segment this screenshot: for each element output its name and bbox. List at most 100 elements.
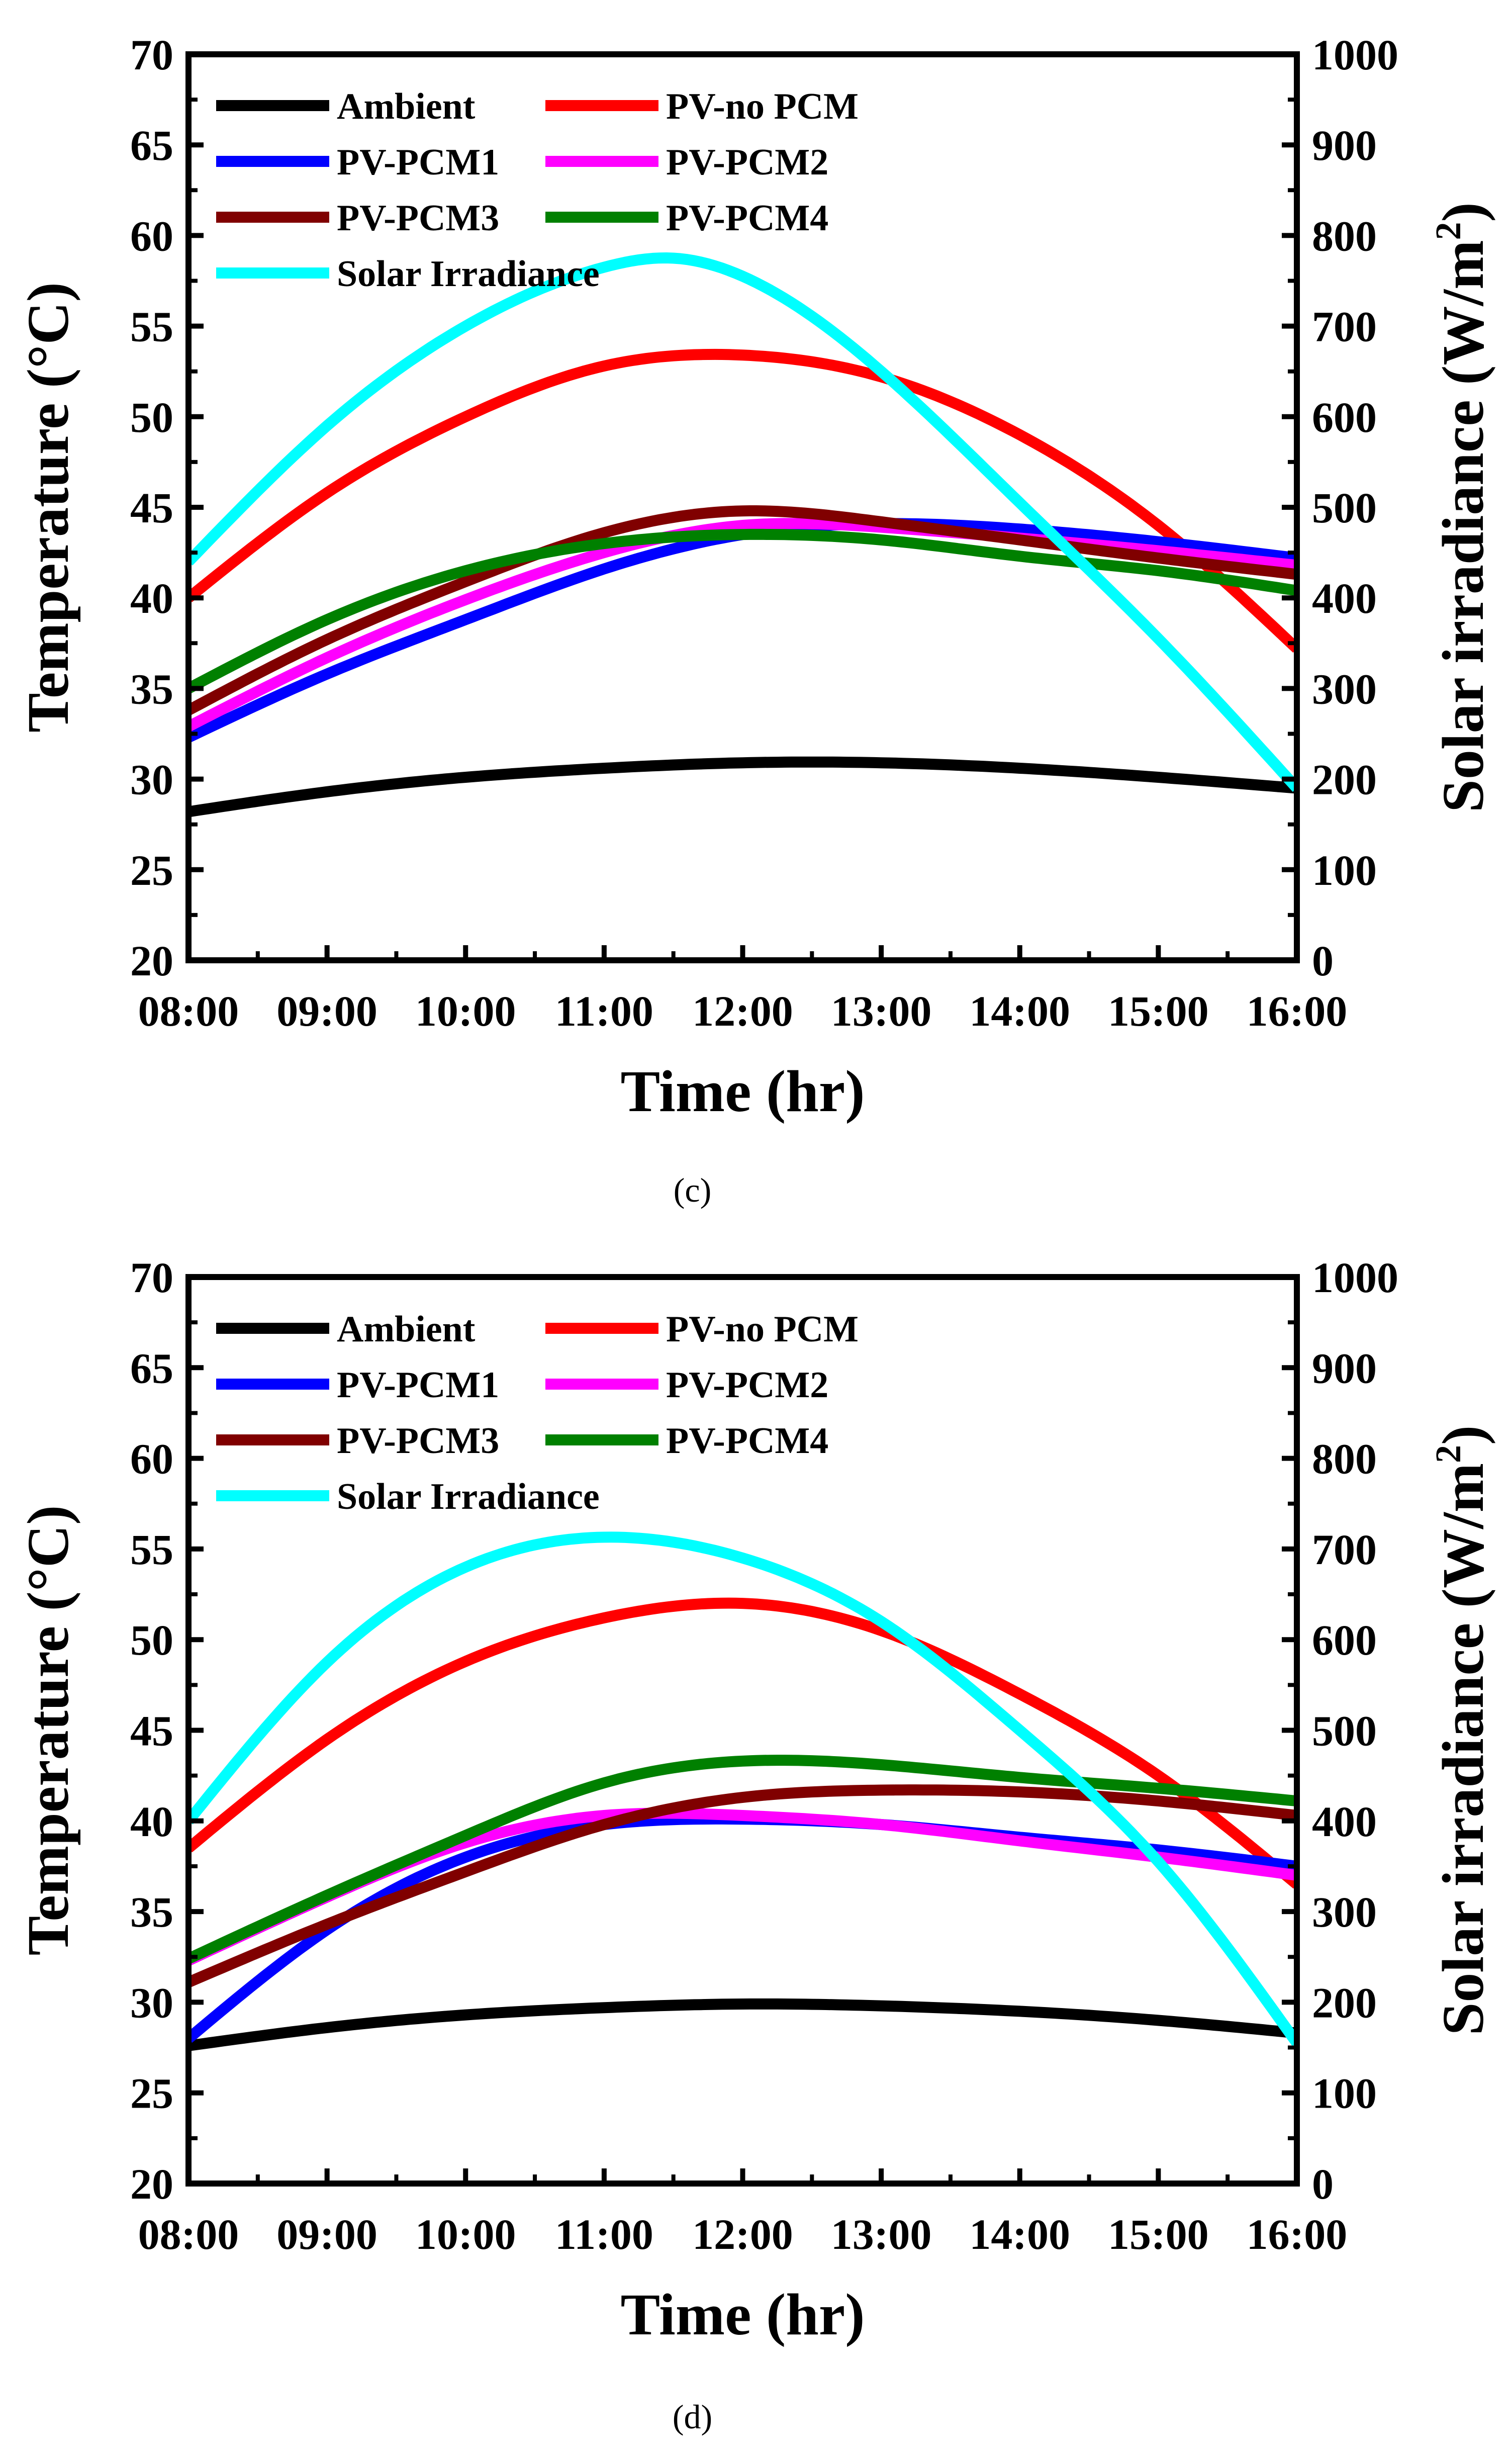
series-line-pv-pcm4	[188, 528, 1297, 694]
x-tick-label: 11:00	[555, 2210, 653, 2258]
y2-tick-label: 200	[1312, 1978, 1377, 2027]
y-tick-label: 25	[130, 846, 173, 894]
series-lines	[188, 252, 1297, 817]
y-tick-label: 70	[130, 1253, 173, 1302]
legend-label-pv-no-pcm: PV-no PCM	[666, 86, 859, 127]
legend-label-pv-pcm1: PV-PCM1	[337, 142, 499, 183]
y-tick-label: 55	[130, 1525, 173, 1574]
y2-tick-label: 800	[1312, 1435, 1377, 1483]
x-tick-label: 14:00	[969, 987, 1070, 1035]
y2-title-main: Solar irradiance (W/m	[1430, 1463, 1496, 2035]
y2-tick-label: 100	[1312, 2069, 1377, 2118]
y2-tick-label: 1000	[1312, 31, 1398, 79]
series-line-solar-irradiance	[188, 1531, 1297, 2046]
series-line-solar-irradiance	[188, 252, 1297, 792]
legend: Ambient PV-no PCM PV-PCM1 PV-PCM2 PV-PCM3 PV-…	[216, 86, 859, 295]
chart-panel-c: 2025303540455055606570010020030040050060…	[15, 31, 1496, 1209]
series-line-pv-pcm3	[188, 505, 1297, 715]
y2-title-sup: 2	[1428, 1445, 1468, 1463]
x-tick-label: 10:00	[415, 987, 516, 1035]
x-tick-label: 16:00	[1247, 2210, 1348, 2258]
y2-tick-label: 400	[1312, 1797, 1377, 1846]
y-tick-label: 35	[130, 1888, 173, 1936]
legend-label-pv-pcm4: PV-PCM4	[666, 198, 828, 239]
y2-tick-label: 700	[1312, 1525, 1377, 1574]
legend-label-pv-pcm3: PV-PCM3	[337, 1420, 499, 1462]
series-lines	[188, 1531, 1297, 2051]
chart-panel-d: 2025303540455055606570010020030040050060…	[15, 1253, 1496, 2436]
legend-label-pv-pcm1: PV-PCM1	[337, 1365, 499, 1406]
x-tick-label: 16:00	[1247, 987, 1348, 1035]
y-tick-label: 40	[130, 1797, 173, 1846]
series-line-pv-pcm4	[188, 1755, 1297, 1964]
legend-label-pv-pcm2: PV-PCM2	[666, 1365, 828, 1406]
y-axis-title: Temperature (°C)	[15, 282, 81, 733]
y2-title-end: )	[1430, 202, 1496, 222]
series-line-pv-pcm2	[188, 518, 1297, 732]
panel-label: (d)	[673, 2398, 712, 2436]
y-tick-label: 60	[130, 1435, 173, 1483]
y-tick-label: 65	[130, 121, 173, 169]
y2-tick-label: 800	[1312, 212, 1377, 260]
y2-title-sup: 2	[1428, 222, 1468, 240]
series-line-pv-no-pcm	[188, 348, 1297, 653]
legend-label-ambient: Ambient	[337, 1309, 476, 1350]
x-axis-title: Time (hr)	[620, 1058, 865, 1124]
legend-label-solar-irradiance: Solar Irradiance	[337, 253, 600, 295]
legend-label-pv-pcm4: PV-PCM4	[666, 1420, 828, 1462]
x-tick-label: 08:00	[138, 987, 239, 1035]
y2-tick-label: 500	[1312, 484, 1377, 532]
legend-label-ambient: Ambient	[337, 86, 476, 127]
y2-tick-label: 900	[1312, 121, 1377, 169]
y-axis-title: Temperature (°C)	[15, 1505, 81, 1956]
y2-tick-label: 900	[1312, 1344, 1377, 1392]
legend-label-pv-no-pcm: PV-no PCM	[666, 1309, 859, 1350]
x-tick-label: 13:00	[831, 987, 932, 1035]
y2-tick-label: 600	[1312, 393, 1377, 441]
series-line-ambient	[188, 756, 1297, 817]
x-tick-label: 09:00	[276, 987, 377, 1035]
y2-tick-label: 400	[1312, 574, 1377, 622]
y2-tick-label: 300	[1312, 665, 1377, 713]
y-tick-label: 50	[130, 393, 173, 441]
y-tick-label: 70	[130, 31, 173, 79]
x-tick-label: 15:00	[1108, 987, 1209, 1035]
legend: Ambient PV-no PCM PV-PCM1 PV-PCM2 PV-PCM3 PV-…	[216, 1309, 859, 1517]
x-tick-label: 13:00	[831, 2210, 932, 2258]
y2-tick-label: 0	[1312, 937, 1334, 985]
y-tick-label: 45	[130, 1707, 173, 1755]
y-tick-label: 55	[130, 303, 173, 351]
y-tick-label: 20	[130, 2160, 173, 2208]
y-tick-label: 20	[130, 937, 173, 985]
y2-tick-label: 700	[1312, 303, 1377, 351]
series-line-pv-pcm3	[188, 1784, 1297, 1987]
legend-label-pv-pcm3: PV-PCM3	[337, 198, 499, 239]
legend-label-solar-irradiance: Solar Irradiance	[337, 1476, 600, 1517]
x-tick-label: 12:00	[692, 2210, 793, 2258]
y2-axis-title: Solar irradiance (W/m2)	[1428, 202, 1496, 812]
y2-tick-label: 0	[1312, 2160, 1334, 2208]
y-tick-label: 65	[130, 1344, 173, 1392]
y2-title-end: )	[1430, 1425, 1496, 1445]
y-tick-label: 50	[130, 1616, 173, 1664]
y-tick-label: 25	[130, 2069, 173, 2118]
series-line-pv-no-pcm	[188, 1597, 1297, 1889]
x-tick-label: 12:00	[692, 987, 793, 1035]
y-tick-label: 60	[130, 212, 173, 260]
x-tick-label: 11:00	[555, 987, 653, 1035]
y-tick-label: 40	[130, 574, 173, 622]
y2-axis-title: Solar irradiance (W/m2)	[1428, 1425, 1496, 2036]
x-axis-title: Time (hr)	[620, 2282, 865, 2347]
y2-tick-label: 100	[1312, 846, 1377, 894]
y2-tick-label: 500	[1312, 1707, 1377, 1755]
x-tick-label: 10:00	[415, 2210, 516, 2258]
y2-title-main: Solar irradiance (W/m	[1430, 240, 1496, 812]
panel-label: (c)	[674, 1171, 711, 1209]
legend-label-pv-pcm2: PV-PCM2	[666, 142, 828, 183]
x-tick-label: 09:00	[276, 2210, 377, 2258]
y2-tick-label: 600	[1312, 1616, 1377, 1664]
series-line-ambient	[188, 1998, 1297, 2051]
y-tick-label: 30	[130, 756, 173, 804]
x-tick-label: 14:00	[969, 2210, 1070, 2258]
